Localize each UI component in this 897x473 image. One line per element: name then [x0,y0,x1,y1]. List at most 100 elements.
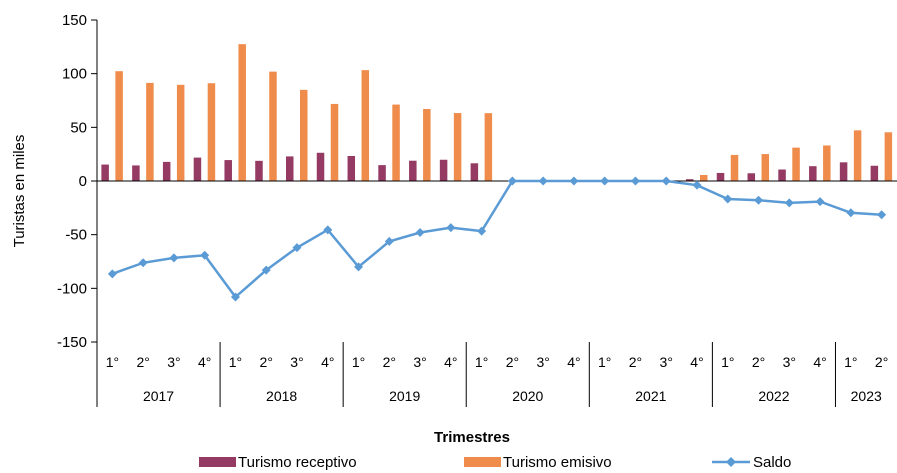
bar-turismo-emisivo [330,103,339,181]
saldo-point [323,225,333,235]
quarter-label: 2° [752,354,765,370]
legend-label-turismo-emisivo: Turismo emisivo [503,454,612,471]
saldo-point [846,208,856,218]
bar-turismo-receptivo [747,173,756,181]
year-label: 2022 [758,388,789,404]
bar-turismo-emisivo [269,71,277,181]
saldo-point [538,176,548,186]
bar-turismo-emisivo [392,104,400,181]
bar-turismo-receptivo [839,162,848,181]
saldo-point [754,195,764,205]
quarter-label: 3° [290,354,303,370]
quarter-label: 1° [721,354,734,370]
saldo-point [477,226,487,236]
bar-turismo-receptivo [193,157,202,181]
bar-turismo-receptivo [378,165,386,181]
bar-turismo-emisivo [115,71,123,181]
quarter-label: 4° [321,354,334,370]
saldo-series-line [111,179,882,299]
bar-turismo-receptivo [132,165,140,181]
bar-turismo-emisivo [453,113,462,181]
saldo-point [415,228,425,238]
bar-turismo-receptivo [686,179,694,181]
bar-turismo-emisivo [300,89,308,181]
year-label: 2019 [389,388,420,404]
saldo-point [354,262,364,272]
bar-turismo-receptivo [778,169,786,181]
quarter-label: 3° [660,354,673,370]
y-tick-label: -50 [65,227,87,244]
legend-swatch-turismo-emisivo [464,457,501,467]
year-label: 2021 [635,388,666,404]
saldo-point [723,194,733,204]
quarter-label: 4° [813,354,826,370]
y-tick-label: -100 [57,280,87,297]
legend-marker-saldo [726,457,736,467]
saldo-point [292,243,302,253]
y-tick-label: 50 [70,119,87,136]
quarter-label: 1° [598,354,611,370]
quarter-label: 3° [167,354,180,370]
y-tick-label: 150 [62,12,87,29]
x-axis: 1° 2° 3° 4° 1° 2° 3° 4° 1° 2° 3° 4° 1° 2° 3° 4° 1° 2° 3° 4°… [96,180,897,407]
saldo-point [692,180,702,190]
quarter-label: 2° [260,354,273,370]
bar-turismo-receptivo [409,160,417,181]
bar-turismo-receptivo [286,156,294,181]
bar-turismo-receptivo [224,160,232,181]
saldo-point [169,253,179,263]
quarter-label: 2° [506,354,519,370]
quarter-label: 2° [136,354,149,370]
bar-turismo-receptivo [101,164,109,181]
bar-turismo-emisivo [238,44,246,182]
legend-label-saldo: Saldo [753,454,791,471]
year-label: 2017 [143,388,174,404]
quarter-label: 4° [690,354,703,370]
bars [101,44,893,182]
saldo-point [877,210,887,220]
bar-turismo-receptivo [870,165,879,181]
bar-turismo-emisivo [361,70,370,181]
quarter-label: 2° [383,354,396,370]
saldo-point [384,236,394,246]
quarter-label: 3° [536,354,549,370]
quarter-label: 1° [352,354,365,370]
year-label: 2020 [512,388,543,404]
saldo-point [261,265,271,275]
saldo-point [507,176,517,186]
bar-turismo-emisivo [761,154,770,181]
bar-turismo-emisivo [484,113,493,181]
y-tick-label: -150 [57,334,87,351]
year-label: 2023 [851,388,882,404]
quarter-label: 3° [783,354,796,370]
bar-turismo-emisivo [207,83,216,181]
x-axis-title: Trimestres [434,429,510,446]
quarter-label: 3° [413,354,426,370]
y-tick-label: 0 [79,173,87,190]
legend-swatch-turismo-receptivo [199,457,236,467]
quarter-label: 4° [198,354,211,370]
bar-turismo-emisivo [700,174,708,181]
saldo-point [630,176,640,186]
saldo-point [230,292,240,302]
bar-turismo-receptivo [470,163,479,181]
saldo-line [107,176,887,302]
saldo-point [569,176,579,186]
quarter-label: 1° [475,354,488,370]
bar-turismo-emisivo [730,154,739,181]
bar-turismo-receptivo [716,172,725,181]
bar-turismo-emisivo [823,145,831,181]
saldo-point [138,258,148,268]
saldo-point [600,176,610,186]
saldo-point [661,176,671,186]
bar-turismo-emisivo [146,82,154,181]
quarter-label: 1° [229,354,242,370]
bar-turismo-receptivo [255,160,263,181]
saldo-point [446,223,456,233]
quarter-label: 2° [875,354,888,370]
bar-turismo-emisivo [423,108,431,181]
y-tick-label: 100 [62,66,87,83]
saldo-point [107,269,117,279]
bar-turismo-receptivo [439,159,448,181]
